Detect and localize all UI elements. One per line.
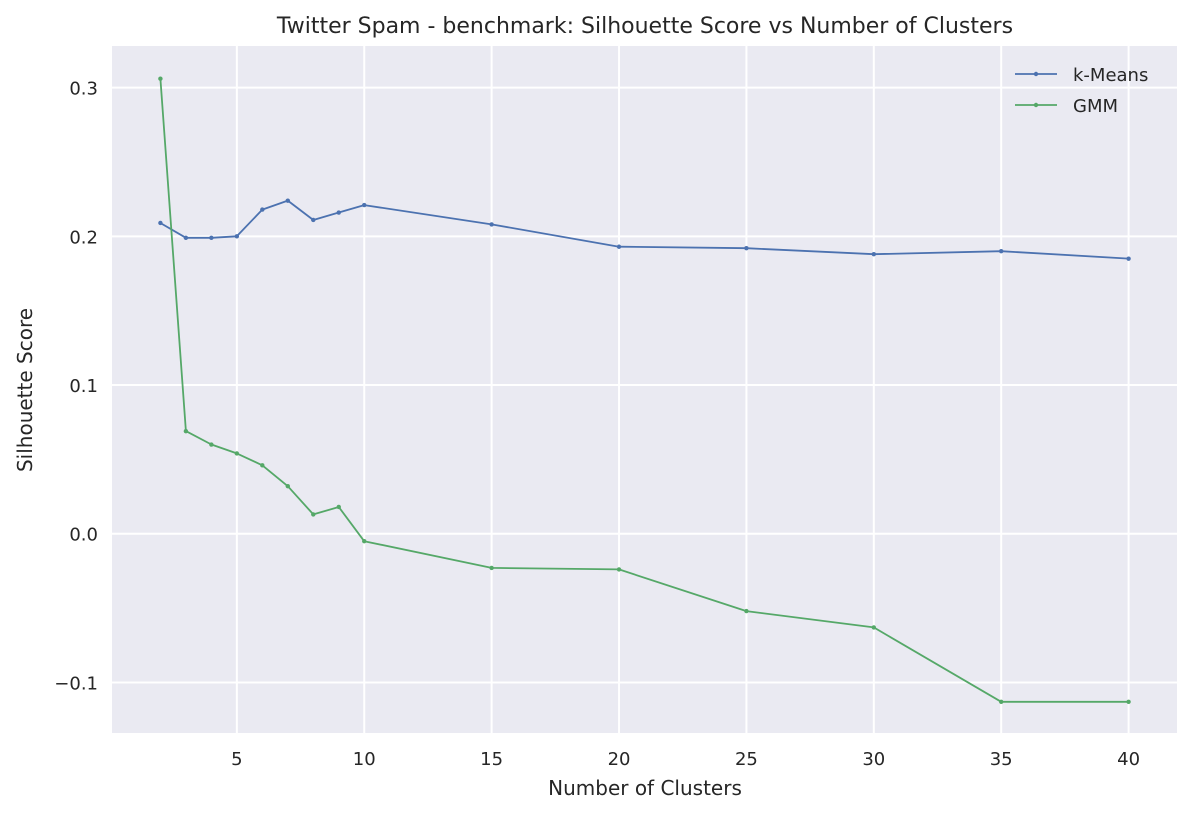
x-tick-label: 25 <box>735 749 758 770</box>
data-point-k-means <box>183 235 189 241</box>
plot-area <box>112 46 1177 733</box>
x-axis-label: Number of Clusters <box>548 776 742 800</box>
data-point-gmm <box>362 538 367 544</box>
legend-label-gmm: GMM <box>1073 96 1118 117</box>
data-point-gmm <box>489 565 494 571</box>
data-point-gmm <box>616 567 622 572</box>
data-point-k-means <box>744 246 749 251</box>
data-point-k-means <box>285 198 291 203</box>
data-point-gmm <box>234 451 240 456</box>
data-point-gmm <box>1126 699 1131 704</box>
data-point-k-means <box>489 222 494 227</box>
legend-marker-k-means <box>1033 71 1039 77</box>
data-point-gmm <box>209 442 214 447</box>
data-point-k-means <box>362 202 367 208</box>
y-tick-label: −0.1 <box>54 673 98 694</box>
data-point-gmm <box>871 625 877 630</box>
legend: k-Means GMM <box>1015 65 1148 117</box>
data-point-k-means <box>158 220 163 226</box>
x-tick-label: 15 <box>480 749 503 770</box>
grid <box>112 46 1177 733</box>
tick-labels: 5 10 15 20 25 30 35 40 −0.1 0.0 0.1 0.2 0.3 <box>54 79 1140 770</box>
y-tick-label: 0.3 <box>69 79 98 100</box>
data-point-k-means <box>260 207 265 212</box>
data-point-gmm <box>336 504 341 510</box>
data-point-k-means <box>311 217 316 223</box>
data-point-gmm <box>311 512 316 517</box>
data-point-k-means <box>871 251 877 257</box>
legend-label-k-means: k-Means <box>1073 65 1148 86</box>
data-point-gmm <box>744 608 749 614</box>
x-tick-label: 40 <box>1117 749 1140 770</box>
data-point-gmm <box>998 699 1004 704</box>
y-tick-label: 0.2 <box>69 227 98 248</box>
x-tick-label: 20 <box>608 749 631 770</box>
x-tick-label: 35 <box>990 749 1013 770</box>
legend-marker-gmm <box>1033 102 1039 108</box>
data-point-gmm <box>260 463 265 468</box>
x-tick-label: 5 <box>231 749 242 770</box>
y-axis-label: Silhouette Score <box>13 308 37 472</box>
data-point-k-means <box>1126 256 1131 261</box>
data-point-k-means <box>234 234 240 239</box>
data-point-k-means <box>336 210 341 215</box>
data-point-gmm <box>158 76 163 81</box>
data-point-k-means <box>209 235 214 241</box>
x-tick-label: 10 <box>353 749 376 770</box>
data-point-k-means <box>998 249 1004 254</box>
y-tick-label: 0.0 <box>69 525 98 546</box>
x-tick-label: 30 <box>862 749 885 770</box>
data-point-gmm <box>285 483 291 489</box>
series-layer <box>158 76 1131 704</box>
data-point-gmm <box>183 428 189 434</box>
chart-title: Twitter Spam - benchmark: Silhouette Sco… <box>276 14 1013 39</box>
data-point-k-means <box>616 244 622 249</box>
y-tick-label: 0.1 <box>69 376 98 397</box>
